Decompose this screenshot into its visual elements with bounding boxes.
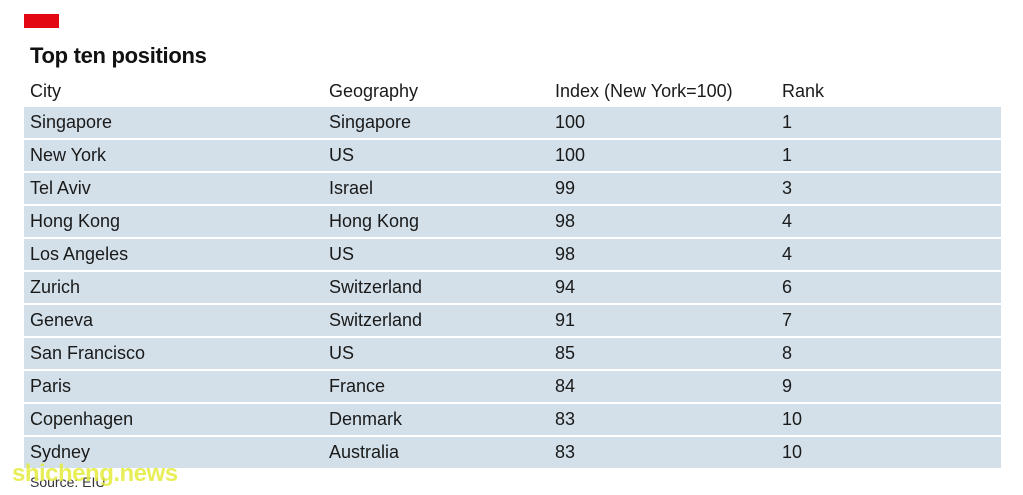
cell-geography: Switzerland bbox=[329, 277, 423, 297]
cell-city: Singapore bbox=[30, 112, 113, 132]
cell-index: 84 bbox=[555, 376, 576, 396]
cell-city: Zurich bbox=[30, 277, 81, 297]
table-row: New York US 100 1 bbox=[24, 140, 1001, 171]
cell-index: 85 bbox=[555, 343, 576, 363]
ranking-table: City Geography Index (New York=100) Rank… bbox=[24, 76, 1001, 470]
table-row: Sydney Australia 83 10 bbox=[24, 437, 1001, 468]
source-note: Source: EIU bbox=[30, 474, 106, 490]
cell-geography: Singapore bbox=[329, 112, 412, 132]
table-header-row: City Geography Index (New York=100) Rank bbox=[24, 76, 1001, 106]
table-row: Geneva Switzerland 91 7 bbox=[24, 305, 1001, 336]
header-index: Index (New York=100) bbox=[555, 80, 733, 101]
cell-geography: US bbox=[329, 343, 355, 363]
cell-city: Paris bbox=[30, 376, 72, 396]
header-rank: Rank bbox=[782, 80, 825, 101]
cell-geography: US bbox=[329, 244, 355, 264]
cell-geography: Israel bbox=[329, 178, 374, 198]
cell-rank: 9 bbox=[782, 376, 793, 396]
header-geography: Geography bbox=[329, 80, 419, 101]
cell-geography: Hong Kong bbox=[329, 211, 420, 231]
cell-rank: 8 bbox=[782, 343, 793, 363]
cell-rank: 1 bbox=[782, 145, 793, 165]
cell-city: New York bbox=[30, 145, 107, 165]
cell-index: 100 bbox=[555, 145, 586, 165]
cell-geography: France bbox=[329, 376, 386, 396]
cell-city: Sydney bbox=[30, 442, 91, 462]
table-row: Singapore Singapore 100 1 bbox=[24, 107, 1001, 138]
cell-geography: US bbox=[329, 145, 355, 165]
cell-city: Tel Aviv bbox=[30, 178, 91, 198]
cell-city: Geneva bbox=[30, 310, 94, 330]
table-row: San Francisco US 85 8 bbox=[24, 338, 1001, 369]
cell-rank: 10 bbox=[782, 442, 803, 462]
cell-geography: Denmark bbox=[329, 409, 403, 429]
header-city: City bbox=[30, 80, 61, 101]
cell-index: 99 bbox=[555, 178, 576, 198]
cell-rank: 4 bbox=[782, 211, 793, 231]
cell-rank: 4 bbox=[782, 244, 793, 264]
cell-index: 94 bbox=[555, 277, 576, 297]
table-title: Top ten positions bbox=[30, 43, 207, 68]
cell-index: 98 bbox=[555, 244, 576, 264]
table-row: Tel Aviv Israel 99 3 bbox=[24, 173, 1001, 204]
table-row: Zurich Switzerland 94 6 bbox=[24, 272, 1001, 303]
cell-city: Copenhagen bbox=[30, 409, 134, 429]
table-row: Paris France 84 9 bbox=[24, 371, 1001, 402]
cell-index: 98 bbox=[555, 211, 576, 231]
cell-rank: 6 bbox=[782, 277, 793, 297]
cell-index: 83 bbox=[555, 442, 576, 462]
table-row: Los Angeles US 98 4 bbox=[24, 239, 1001, 270]
cell-index: 83 bbox=[555, 409, 576, 429]
cell-geography: Australia bbox=[329, 442, 400, 462]
cell-city: Hong Kong bbox=[30, 211, 121, 231]
cell-city: Los Angeles bbox=[30, 244, 129, 264]
cell-rank: 10 bbox=[782, 409, 803, 429]
table-row: Copenhagen Denmark 83 10 bbox=[24, 404, 1001, 435]
accent-bar bbox=[24, 14, 59, 28]
cell-geography: Switzerland bbox=[329, 310, 423, 330]
watermark-logo: shicheng.news bbox=[12, 460, 178, 487]
table-row: Hong Kong Hong Kong 98 4 bbox=[24, 206, 1001, 237]
cell-rank: 7 bbox=[782, 310, 793, 330]
cell-city: San Francisco bbox=[30, 343, 146, 363]
cell-rank: 1 bbox=[782, 112, 793, 132]
cell-rank: 3 bbox=[782, 178, 793, 198]
cell-index: 100 bbox=[555, 112, 586, 132]
cell-index: 91 bbox=[555, 310, 576, 330]
